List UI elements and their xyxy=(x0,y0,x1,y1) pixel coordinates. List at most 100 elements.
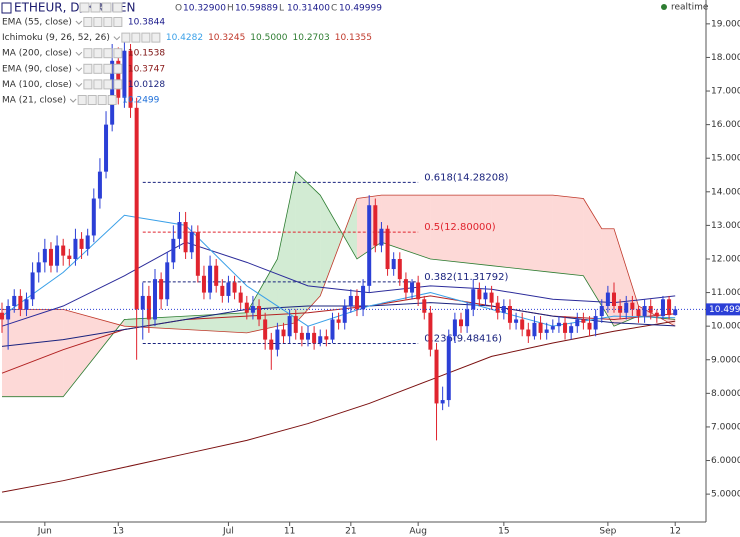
candle-body xyxy=(189,232,194,253)
ichimoku-cloud xyxy=(63,309,125,397)
candle-body xyxy=(483,292,488,300)
candle-body xyxy=(575,319,580,327)
candle-body xyxy=(520,319,525,330)
y-tick-label: 6.00000 xyxy=(711,456,740,466)
x-tick-label: 21 xyxy=(345,527,356,537)
ohlc-label: C xyxy=(331,4,337,14)
candle-body xyxy=(348,295,353,307)
candle-body xyxy=(177,222,182,239)
candle-body xyxy=(618,306,623,313)
candle-body xyxy=(673,309,678,316)
candle-body xyxy=(42,248,47,263)
candle-body xyxy=(91,198,96,236)
ichimoku-cloud xyxy=(583,198,602,307)
ichimoku-cloud xyxy=(2,309,64,397)
y-tick-label: 5.00000 xyxy=(711,490,740,500)
last-price-box xyxy=(706,303,740,316)
legend-caret xyxy=(75,67,83,72)
header-button xyxy=(90,2,101,13)
candle-body xyxy=(477,289,482,300)
candle-body xyxy=(593,316,598,330)
legend-caret xyxy=(75,20,83,25)
candle-body xyxy=(446,336,451,401)
x-tick-label: 15 xyxy=(498,527,509,537)
legend: EMA (55, close) 10.3844 Ichimoku (9, 26, 5… xyxy=(2,17,372,106)
candle-body xyxy=(624,302,629,313)
fib-label: 0.5(12.80000) xyxy=(424,222,496,233)
candle-body xyxy=(605,292,610,307)
ohlc-value: 10.49999 xyxy=(339,4,382,14)
y-tick-label: 8.00000 xyxy=(711,389,740,399)
y-tick-label: 13.0000 xyxy=(711,221,740,231)
candle-body xyxy=(648,306,653,313)
candle-body xyxy=(416,282,421,300)
candle-body xyxy=(434,349,439,404)
legend-button xyxy=(113,48,123,59)
candle-body xyxy=(159,279,164,300)
candle-body xyxy=(281,329,286,337)
candle-body xyxy=(550,326,555,330)
legend-value: 10.3245 xyxy=(208,33,245,43)
candle-body xyxy=(153,279,157,320)
header-button xyxy=(101,2,112,13)
ohlc-value: 10.31400 xyxy=(287,4,330,14)
legend-button xyxy=(93,48,103,59)
candle-body xyxy=(544,329,549,333)
fib-label: 0.618(14.28208) xyxy=(424,172,508,183)
legend-button xyxy=(107,95,117,105)
y-tick-label: 10.0000 xyxy=(711,322,740,332)
x-tick-label: 13 xyxy=(113,527,124,537)
y-tick-label: 15.0000 xyxy=(711,154,740,164)
candle-body xyxy=(465,309,470,327)
ichimoku-cloud xyxy=(430,195,492,266)
candle-body xyxy=(556,322,561,327)
candle-body xyxy=(361,285,366,310)
legend-value: 10.2499 xyxy=(122,96,159,106)
candle-body xyxy=(587,322,592,330)
candle-body xyxy=(312,332,317,343)
candle-body xyxy=(379,228,384,246)
candle-body xyxy=(275,329,280,350)
y-tick-label: 12.0000 xyxy=(711,254,740,264)
ichimoku-cloud xyxy=(491,195,553,273)
candle-body xyxy=(226,282,231,296)
candle-body xyxy=(73,238,78,259)
legend-value: 10.1355 xyxy=(335,33,372,43)
x-tick-label: Jun xyxy=(37,527,52,537)
candle-body xyxy=(110,60,115,125)
candle-body xyxy=(220,285,225,296)
y-tick-label: 16.0000 xyxy=(711,120,740,130)
legend-button xyxy=(93,17,103,27)
candle-body xyxy=(140,295,145,310)
legend-button xyxy=(93,79,103,90)
candle-body xyxy=(489,292,494,303)
candle-body xyxy=(330,319,335,340)
legend-button xyxy=(83,79,93,90)
legend-button xyxy=(103,79,113,90)
candle-body xyxy=(12,295,17,307)
candle-body xyxy=(514,319,519,323)
indicator-line xyxy=(1,320,676,493)
fib-label: 0.236(9.48416) xyxy=(424,333,502,344)
candle-body xyxy=(373,205,378,246)
y-tick-label: 7.00000 xyxy=(711,422,740,432)
candle-body xyxy=(471,289,476,310)
ichimoku-cloud xyxy=(277,171,296,327)
candle-body xyxy=(183,222,188,253)
candle-body xyxy=(18,295,23,310)
legend-caret xyxy=(113,36,121,41)
candle-body xyxy=(24,299,29,310)
candle-body xyxy=(238,292,243,303)
ohlc-label: O xyxy=(175,4,182,14)
candle-body xyxy=(403,279,408,293)
candle-body xyxy=(293,316,298,333)
candle-body xyxy=(507,306,512,323)
legend-button xyxy=(103,63,113,74)
candle-body xyxy=(165,262,170,300)
legend-button xyxy=(113,79,123,90)
candle-body xyxy=(30,272,35,300)
candle-body xyxy=(257,306,262,320)
candle-body xyxy=(428,312,433,350)
legend-value: 10.2703 xyxy=(293,33,330,43)
